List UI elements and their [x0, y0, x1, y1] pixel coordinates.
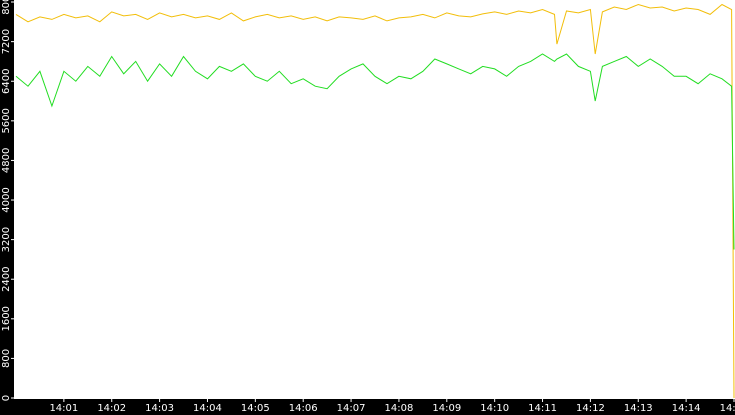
y-tick-label: 4800 [1, 148, 12, 173]
y-tick-label: 6400 [1, 69, 12, 94]
y-tick-label: 0 [1, 395, 12, 401]
y-tick-label: 3200 [1, 227, 12, 252]
x-tick-label: 14:02 [97, 403, 126, 414]
series-line [15, 3, 735, 399]
x-tick-label: 14:11 [528, 403, 557, 414]
x-tick-label: 14:04 [193, 403, 222, 414]
series-line [15, 53, 735, 250]
x-tick-label: 14:12 [576, 403, 605, 414]
y-tick-label: 7200 [1, 29, 12, 54]
plot-area [14, 0, 735, 399]
y-tick-label: 2400 [1, 266, 12, 291]
x-tick-label: 14:06 [289, 403, 318, 414]
x-tick-label: 14:15 [720, 403, 735, 414]
x-tick-label: 14:08 [385, 403, 414, 414]
x-tick-label: 14:10 [480, 403, 509, 414]
x-tick-label: 14:07 [337, 403, 366, 414]
y-tick-label: 8001 [1, 0, 12, 15]
x-tick-label: 14:01 [49, 403, 78, 414]
y-tick-label: 5600 [1, 108, 12, 133]
x-tick-label: 14:05 [241, 403, 270, 414]
y-tick-label: 800 [1, 349, 12, 368]
x-tick-label: 14:14 [672, 403, 701, 414]
y-tick-label: 1600 [1, 306, 12, 331]
y-tick-label: 4000 [1, 187, 12, 212]
x-tick-label: 14:13 [624, 403, 653, 414]
x-tick-label: 14:09 [432, 403, 461, 414]
x-tick-label: 14:03 [145, 403, 174, 414]
